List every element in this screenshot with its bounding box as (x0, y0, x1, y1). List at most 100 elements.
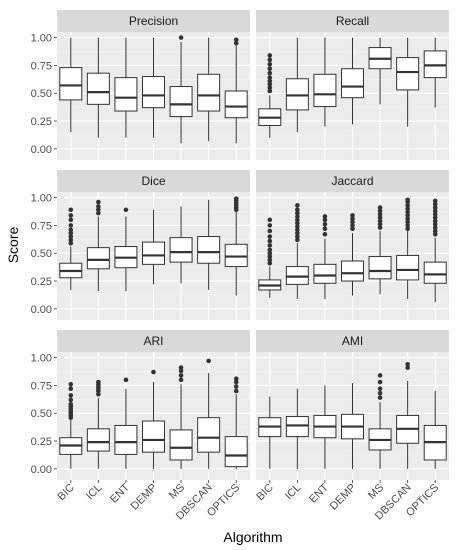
outlier-point (267, 243, 273, 248)
box-ent (313, 214, 337, 299)
outlier-point (377, 208, 383, 214)
box-bic (258, 53, 282, 138)
outlier-point (377, 215, 383, 220)
box-demp (341, 37, 364, 125)
outlier-point (68, 227, 74, 233)
y-tick-label: 0.25 (31, 276, 52, 288)
outlier-point (178, 368, 184, 374)
y-tick-label: 0.75 (31, 60, 52, 72)
outlier-point (267, 75, 273, 80)
outlier-point (151, 369, 156, 375)
box-iqr (423, 50, 447, 79)
outlier-point (233, 196, 239, 201)
outlier-point (350, 219, 355, 225)
outlier-point (377, 221, 383, 227)
outlier-point (295, 227, 300, 233)
outlier-point (405, 226, 410, 232)
y-tick-label: 0.00 (31, 304, 52, 316)
y-tick-label: 1.00 (31, 33, 52, 45)
outlier-point (322, 226, 328, 232)
outlier-point (377, 390, 383, 396)
panel-title: Dice (141, 174, 165, 188)
outlier-point (377, 211, 383, 217)
box-iqr (169, 237, 193, 263)
y-tick-label: 1.00 (31, 193, 52, 205)
outlier-point (377, 395, 383, 400)
box-dbscan (197, 199, 221, 290)
outlier-point (295, 214, 300, 219)
x-tick-label: DEMP (129, 482, 160, 513)
outlier-point (295, 210, 300, 216)
outlier-point (267, 57, 273, 63)
outlier-point (233, 37, 239, 43)
y-axis-title: Score (5, 227, 21, 264)
outlier-point (432, 205, 438, 210)
outlier-point (68, 381, 74, 387)
outlier-point (267, 85, 273, 90)
y-tick-label: 0.00 (31, 144, 52, 156)
box-ms (368, 205, 392, 295)
outlier-point (295, 237, 300, 243)
x-axis-title: Algorithm (223, 529, 282, 545)
outlier-point (432, 215, 438, 220)
box-optics (423, 37, 447, 108)
box-ms (169, 35, 193, 144)
outlier-point (267, 247, 273, 253)
panel-title: AMI (342, 334, 363, 348)
outlier-point (295, 234, 300, 239)
outlier-point (96, 207, 101, 213)
box-bic (59, 37, 83, 133)
outlier-point (68, 223, 74, 228)
panel-title: Recall (336, 14, 369, 28)
box-iqr (224, 90, 248, 119)
box-icl (86, 199, 110, 292)
outlier-point (233, 388, 239, 394)
outlier-point (267, 260, 273, 266)
box-iqr (423, 261, 447, 284)
outlier-point (432, 225, 438, 230)
box-dbscan (197, 37, 221, 142)
outlier-point (350, 223, 355, 228)
outlier-point (178, 377, 184, 383)
x-tick-label: MS (167, 482, 187, 502)
outlier-point (178, 373, 184, 378)
outlier-point (267, 78, 273, 84)
outlier-point (377, 379, 383, 385)
outlier-point (295, 230, 300, 236)
box-demp (341, 213, 364, 296)
outlier-point (96, 379, 101, 385)
outlier-point (295, 224, 300, 229)
outlier-point (267, 61, 273, 67)
outlier-point (405, 219, 410, 225)
outlier-point (432, 231, 438, 237)
x-tick-label: BIC (55, 482, 76, 503)
outlier-point (405, 361, 410, 367)
box-iqr (142, 76, 165, 109)
outlier-point (267, 88, 273, 94)
box-iqr (341, 260, 364, 282)
outlier-point (68, 207, 74, 213)
outlier-point (432, 198, 438, 204)
outlier-point (405, 365, 410, 370)
x-tick-label: ENT (108, 481, 132, 505)
outlier-point (206, 358, 211, 364)
box-bic (258, 396, 282, 469)
x-tick-label: ENT (307, 481, 331, 505)
panel-strip (256, 170, 449, 192)
box-dbscan (396, 361, 420, 469)
box-optics (224, 376, 248, 469)
outlier-point (377, 373, 383, 378)
box-iqr (396, 57, 420, 91)
box-iqr (285, 416, 309, 438)
y-tick-label: 0.00 (31, 464, 52, 476)
box-demp (142, 37, 165, 138)
outlier-point (267, 217, 273, 223)
box-iqr (313, 73, 337, 108)
panel-recall: Recall (256, 10, 449, 160)
box-optics (423, 198, 447, 303)
box-iqr (86, 428, 110, 452)
box-icl (285, 203, 309, 299)
